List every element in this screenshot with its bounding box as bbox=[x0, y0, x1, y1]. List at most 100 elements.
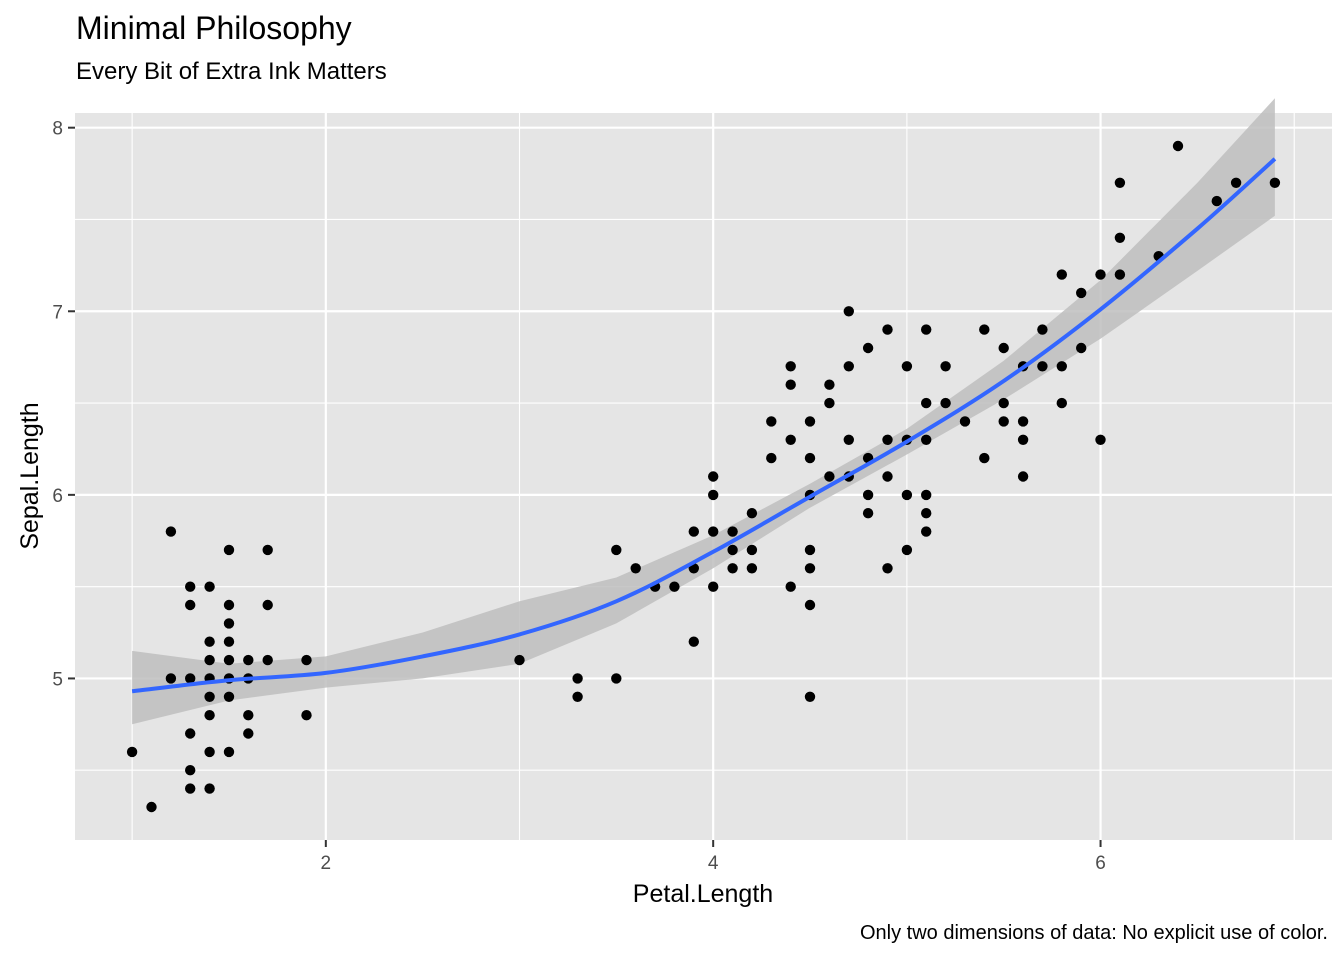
data-point bbox=[862, 508, 874, 519]
smooth-line bbox=[131, 157, 1277, 694]
data-point bbox=[921, 397, 932, 409]
data-point bbox=[940, 397, 951, 409]
y-tick-label: 8 bbox=[52, 119, 63, 140]
data-point bbox=[204, 710, 215, 721]
data-point bbox=[514, 654, 525, 666]
data-point bbox=[882, 563, 893, 574]
data-point bbox=[146, 801, 157, 813]
data-point bbox=[1017, 416, 1029, 427]
data-point bbox=[572, 691, 583, 702]
data-point bbox=[262, 654, 273, 666]
data-point bbox=[843, 306, 854, 317]
data-point bbox=[785, 434, 796, 445]
data-point bbox=[862, 342, 874, 354]
data-point bbox=[804, 416, 816, 427]
data-point bbox=[572, 673, 583, 684]
data-point bbox=[804, 563, 816, 574]
data-point bbox=[727, 563, 738, 574]
data-point bbox=[959, 416, 971, 427]
data-point bbox=[766, 416, 777, 427]
data-point bbox=[785, 379, 796, 390]
data-point bbox=[804, 544, 816, 556]
data-point bbox=[1076, 342, 1087, 354]
chart-title: Minimal Philosophy bbox=[76, 10, 352, 46]
data-point bbox=[243, 710, 254, 721]
data-point bbox=[1056, 361, 1068, 372]
data-point bbox=[979, 452, 990, 464]
y-tick-label: 6 bbox=[52, 486, 63, 507]
data-point bbox=[746, 544, 758, 556]
data-point bbox=[901, 361, 913, 372]
data-point bbox=[165, 526, 177, 537]
data-point bbox=[921, 434, 932, 445]
data-point bbox=[1017, 434, 1029, 445]
data-point bbox=[862, 489, 874, 501]
data-point bbox=[1230, 177, 1242, 188]
major-gridlines bbox=[75, 113, 1332, 840]
data-point bbox=[804, 691, 816, 702]
data-point bbox=[766, 452, 777, 464]
data-point bbox=[1095, 434, 1106, 445]
data-point bbox=[165, 673, 177, 684]
data-point bbox=[1076, 287, 1087, 299]
data-point bbox=[301, 654, 312, 666]
data-point bbox=[998, 342, 1009, 354]
x-tick-label: 6 bbox=[1095, 853, 1106, 874]
data-point bbox=[921, 526, 932, 537]
data-point bbox=[708, 526, 719, 537]
data-point bbox=[824, 379, 835, 390]
y-tick-label: 5 bbox=[52, 669, 63, 690]
chart-caption: Only two dimensions of data: No explicit… bbox=[859, 922, 1328, 944]
data-point bbox=[204, 581, 215, 592]
data-point bbox=[1095, 269, 1106, 280]
data-point bbox=[921, 489, 932, 501]
data-point bbox=[126, 746, 138, 758]
data-point bbox=[630, 563, 641, 574]
data-point bbox=[882, 324, 893, 335]
data-point bbox=[669, 581, 680, 592]
data-point bbox=[223, 691, 235, 702]
data-point bbox=[185, 765, 196, 776]
data-point bbox=[901, 544, 913, 556]
smooth-line-layer bbox=[131, 157, 1277, 694]
data-point bbox=[1114, 269, 1126, 280]
data-point bbox=[223, 618, 235, 629]
x-axis: 2 4 6 bbox=[321, 840, 1106, 874]
data-point bbox=[185, 673, 196, 684]
data-point bbox=[824, 471, 835, 482]
data-point bbox=[223, 746, 235, 758]
data-point bbox=[301, 710, 312, 721]
data-point bbox=[824, 397, 835, 409]
data-point bbox=[1172, 140, 1184, 152]
data-point bbox=[262, 544, 273, 556]
data-point bbox=[204, 654, 215, 666]
data-point bbox=[708, 489, 719, 501]
chart-subtitle: Every Bit of Extra Ink Matters bbox=[76, 58, 387, 85]
x-tick-label: 2 bbox=[321, 853, 332, 874]
data-point bbox=[882, 471, 893, 482]
data-point bbox=[185, 581, 196, 592]
plot-panel bbox=[75, 113, 1332, 840]
data-point bbox=[223, 599, 235, 611]
data-point bbox=[204, 746, 215, 758]
data-point bbox=[204, 636, 215, 647]
data-point bbox=[785, 581, 796, 592]
data-point bbox=[804, 452, 816, 464]
data-point bbox=[940, 361, 951, 372]
data-point bbox=[979, 324, 990, 335]
y-axis: 5 6 7 8 bbox=[52, 119, 75, 690]
data-point bbox=[204, 691, 215, 702]
data-point bbox=[185, 599, 196, 611]
data-point bbox=[223, 544, 235, 556]
data-point bbox=[708, 581, 719, 592]
data-point bbox=[727, 544, 738, 556]
data-point bbox=[688, 526, 699, 537]
data-point bbox=[901, 489, 913, 501]
x-tick-label: 4 bbox=[708, 853, 719, 874]
data-point bbox=[746, 508, 758, 519]
data-point bbox=[746, 563, 758, 574]
data-point bbox=[843, 361, 854, 372]
data-point bbox=[223, 654, 235, 666]
y-axis-title: Sepal.Length bbox=[16, 402, 44, 549]
